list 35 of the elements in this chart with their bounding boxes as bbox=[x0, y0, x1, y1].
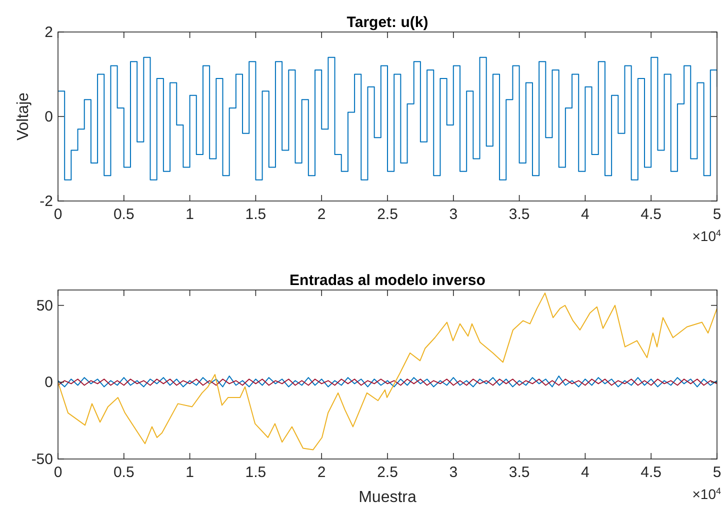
text: ×10$^{4}$ bbox=[692, 486, 721, 502]
y-tick-label: 50 bbox=[36, 297, 53, 314]
chart-title: Target: u(k) bbox=[346, 14, 428, 31]
x-tick-label: 4.5 bbox=[640, 206, 662, 223]
y-tick-label: -50 bbox=[31, 451, 53, 468]
x-tick-label: 5 bbox=[712, 464, 722, 481]
x-tick-label: 0.5 bbox=[113, 464, 134, 481]
x-tick-label: 2 bbox=[317, 206, 326, 223]
x-tick-label: 0.5 bbox=[113, 206, 134, 223]
x-tick-label: 3 bbox=[449, 206, 458, 223]
x-tick-label: 1 bbox=[186, 464, 194, 481]
x-tick-label: 1.5 bbox=[245, 464, 266, 481]
line-series bbox=[58, 376, 717, 388]
y-tick-label: 0 bbox=[44, 108, 53, 126]
text: ×10$^{4}$ bbox=[692, 228, 721, 244]
line-series bbox=[58, 292, 717, 450]
x-tick-label: 2.5 bbox=[377, 206, 398, 223]
x-tick-label: 1 bbox=[186, 206, 194, 223]
x-tick-label: 3 bbox=[449, 464, 458, 481]
x-tick-label: 4 bbox=[581, 206, 590, 223]
x-tick-label: 3.5 bbox=[508, 464, 530, 481]
x-tick-label: 2.5 bbox=[377, 464, 398, 481]
x-axis-title: Muestra bbox=[358, 489, 416, 506]
y-tick-label: 2 bbox=[44, 24, 53, 41]
x-tick-label: 2 bbox=[317, 464, 326, 481]
x-tick-label: 3.5 bbox=[508, 206, 530, 223]
line-series bbox=[58, 378, 717, 386]
x-tick-label: 4 bbox=[581, 464, 590, 481]
y-tick-label: 0 bbox=[44, 374, 53, 392]
x-tick-label: 4.5 bbox=[640, 464, 662, 481]
y-axis-title: Voltaje bbox=[15, 92, 32, 141]
y-tick-label: -2 bbox=[40, 193, 53, 210]
x-tick-label: 1.5 bbox=[245, 206, 266, 223]
chart-title: Entradas al modelo inverso bbox=[290, 272, 486, 289]
x-tick-label: 5 bbox=[712, 206, 722, 223]
